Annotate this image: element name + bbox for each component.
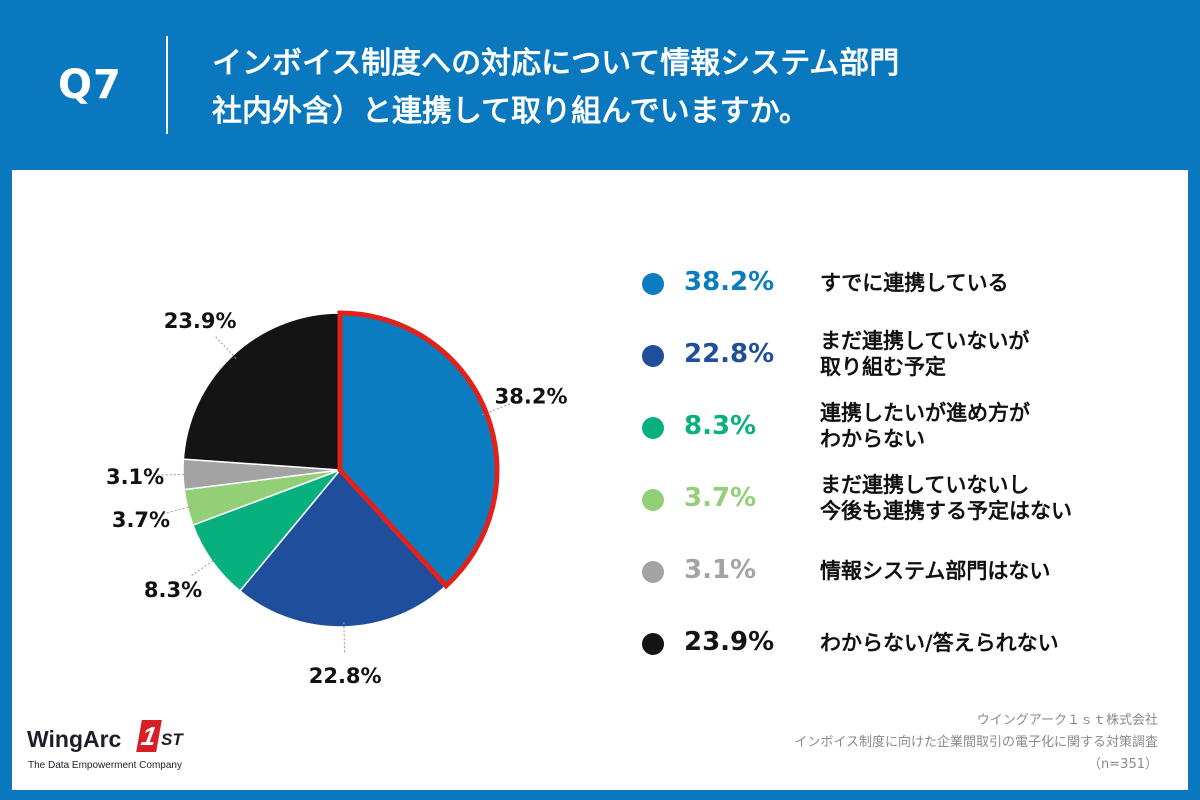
legend-label-line: 情報システム部門はない [820,559,1051,583]
logo-wordmark: WingArc [27,726,122,752]
chart-panel: 38.2% 22.8% 8.3% 3.7% 3.1% 23.9% 38.2% すでに連携し… [12,170,1188,790]
legend-label: 情報システム部門はない [820,558,1050,584]
pie-slices [182,312,498,628]
legend-label-line: 取り組む予定 [820,355,946,379]
pie-chart: 38.2% 22.8% 8.3% 3.7% 3.1% 23.9% [106,309,568,688]
leader-line [162,505,193,515]
legend-item: 3.7% まだ連携していないし 今後も連携する予定はない [642,473,1162,532]
leader-line [190,557,217,577]
legend-label: すでに連携している [820,270,1009,296]
legend-label: わからない/答えられない [820,630,1059,656]
legend-percent: 23.9% [684,627,775,657]
slice-value-label: 8.3% [144,578,202,602]
legend-dot [642,345,664,367]
slice-value-label: 3.7% [112,508,170,532]
legend-label-line: わからない/答えられない [820,631,1059,655]
slice-value-label: 38.2% [495,385,568,409]
legend-dot [642,561,664,583]
legend-label: まだ連携していないし 今後も連携する予定はない [820,472,1072,524]
question-title-line-1: インボイス制度への対応について情報システム部門 [212,46,900,81]
legend-label: まだ連携していないが 取り組む予定 [820,328,1029,380]
legend-item: 23.9% わからない/答えられない [642,620,1162,676]
legend-percent: 22.8% [684,339,775,369]
credit-survey: インボイス制度に向けた企業間取引の電子化に関する対策調査 [794,735,1158,750]
legend-dot [642,273,664,295]
legend-item: 22.8% まだ連携していないが 取り組む予定 [642,329,1162,388]
legend-label-line: 今後も連携する予定はない [820,499,1072,523]
legend-percent: 3.7% [684,483,757,513]
legend-percent: 38.2% [684,267,775,297]
legend-label-line: まだ連携していないし [820,473,1030,497]
legend-item: 3.1% 情報システム部門はない [642,548,1162,604]
slice-value-label: 23.9% [164,309,237,333]
leader-line [343,622,346,653]
leader-line [157,473,188,476]
slice-value-label: 22.8% [309,664,382,688]
credit-company: ウイングアーク１ｓｔ株式会社 [976,713,1158,728]
logo-suffix: ST [161,730,183,749]
legend-label-line: まだ連携していないが [820,329,1030,353]
question-title-line-2: 社内外含）と連携して取り組んでいますか。 [212,94,809,129]
slice-value-label: 3.1% [106,465,164,489]
legend-dot [642,417,664,439]
legend-item: 8.3% 連携したいが進め方が わからない [642,401,1162,460]
legend-item: 38.2% すでに連携している [642,260,1162,316]
legend-label: 連携したいが進め方が わからない [820,400,1030,452]
legend-label-line: すでに連携している [820,271,1009,295]
logo-badge: 1 [136,720,162,752]
header-divider [166,36,168,134]
pie-highlight-outline [337,310,500,590]
leader-line [214,335,237,360]
question-number: Q7 [58,62,122,108]
logo-tagline: The Data Empowerment Company [28,760,182,771]
header: Q7 インボイス制度への対応について情報システム部門 社内外含）と連携して取り組… [0,0,1200,170]
legend-label-line: わからない [820,427,925,451]
question-title: インボイス制度への対応について情報システム部門 社内外含）と連携して取り組んでい… [212,40,1172,136]
legend-dot [642,489,664,511]
legend-percent: 8.3% [684,411,757,441]
pie-slice [182,312,341,471]
wingarc-logo: WingArc 1 ST The Data Empowerment Compan… [27,718,227,778]
pie-value-labels: 38.2% 22.8% 8.3% 3.7% 3.1% 23.9% [106,309,568,688]
credit-sample: （n=351） [1088,757,1158,772]
source-credit: ウイングアーク１ｓｔ株式会社 インボイス制度に向けた企業間取引の電子化に関する対… [638,710,1158,776]
legend-label-line: 連携したいが進め方が [820,401,1030,425]
legend-percent: 3.1% [684,555,757,585]
legend-dot [642,633,664,655]
